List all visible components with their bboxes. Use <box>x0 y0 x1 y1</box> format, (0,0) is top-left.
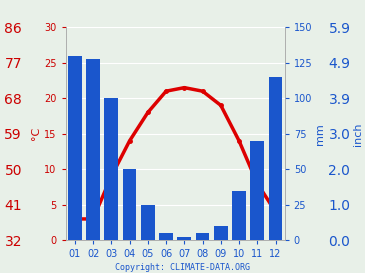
Bar <box>214 226 228 240</box>
Bar <box>159 233 173 240</box>
Bar <box>269 77 283 240</box>
Bar <box>86 58 100 240</box>
Bar <box>123 169 137 240</box>
Bar <box>68 56 82 240</box>
Bar <box>104 98 118 240</box>
Bar <box>232 191 246 240</box>
Y-axis label: °F: °F <box>0 128 1 140</box>
Y-axis label: inch: inch <box>353 122 363 146</box>
Text: Copyright: CLIMATE-DATA.ORG: Copyright: CLIMATE-DATA.ORG <box>115 263 250 272</box>
Y-axis label: mm: mm <box>315 123 325 145</box>
Bar <box>141 205 155 240</box>
Y-axis label: °C: °C <box>31 127 41 140</box>
Bar <box>196 233 210 240</box>
Bar <box>177 238 191 240</box>
Bar <box>250 141 264 240</box>
